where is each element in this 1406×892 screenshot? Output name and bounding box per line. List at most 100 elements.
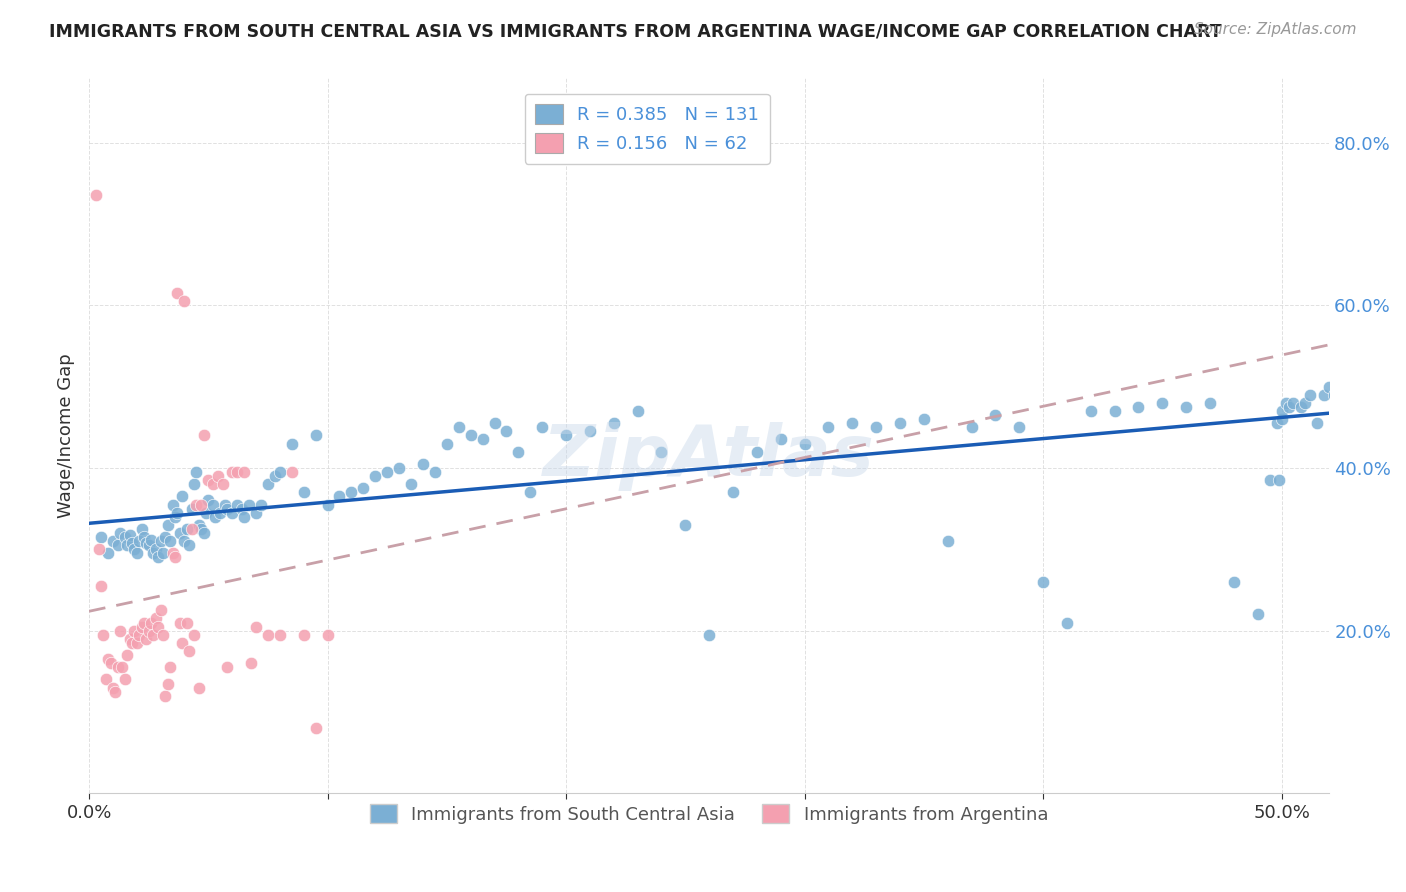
Point <box>238 498 260 512</box>
Point <box>626 404 648 418</box>
Point <box>1341 379 1364 393</box>
Point <box>100 656 122 670</box>
Point <box>152 546 174 560</box>
Point <box>1032 574 1054 589</box>
Point <box>138 538 160 552</box>
Point <box>745 444 768 458</box>
Point <box>1378 371 1400 385</box>
Point <box>1402 371 1406 385</box>
Point <box>257 628 280 642</box>
Point <box>90 530 112 544</box>
Point <box>1313 388 1336 402</box>
Point <box>93 628 115 642</box>
Point <box>211 477 233 491</box>
Point <box>173 294 195 309</box>
Point <box>186 498 208 512</box>
Point <box>1294 396 1316 410</box>
Point <box>1330 384 1353 398</box>
Point <box>484 416 506 430</box>
Point <box>128 628 150 642</box>
Point <box>1008 420 1031 434</box>
Point <box>132 615 155 630</box>
Point <box>121 636 143 650</box>
Point <box>87 542 110 557</box>
Point <box>214 498 236 512</box>
Point <box>166 286 188 301</box>
Point <box>1289 400 1312 414</box>
Point <box>226 465 249 479</box>
Point <box>155 689 177 703</box>
Point <box>1128 400 1150 414</box>
Point <box>316 498 339 512</box>
Point <box>817 420 839 434</box>
Point <box>1270 404 1292 418</box>
Point <box>240 656 263 670</box>
Point <box>139 615 162 630</box>
Point <box>1152 396 1174 410</box>
Point <box>131 522 153 536</box>
Point <box>180 501 202 516</box>
Point <box>1258 473 1281 487</box>
Point <box>176 522 198 536</box>
Point <box>107 660 129 674</box>
Point <box>249 498 271 512</box>
Point <box>1199 396 1222 410</box>
Point <box>118 527 141 541</box>
Text: ZipAtlas: ZipAtlas <box>543 423 875 491</box>
Point <box>281 436 304 450</box>
Point <box>1354 388 1376 402</box>
Point <box>162 498 184 512</box>
Point <box>364 469 387 483</box>
Point <box>149 534 172 549</box>
Point <box>1056 615 1078 630</box>
Point <box>159 534 181 549</box>
Point <box>471 433 494 447</box>
Point <box>245 506 267 520</box>
Point <box>841 416 863 430</box>
Point <box>1365 379 1388 393</box>
Point <box>340 485 363 500</box>
Point <box>142 546 165 560</box>
Point <box>673 517 696 532</box>
Point <box>1323 388 1346 402</box>
Point <box>1265 416 1288 430</box>
Point <box>1270 412 1292 426</box>
Point <box>94 673 117 687</box>
Point <box>97 546 120 560</box>
Point <box>176 615 198 630</box>
Point <box>128 534 150 549</box>
Point <box>101 681 124 695</box>
Point <box>388 461 411 475</box>
Point <box>269 465 291 479</box>
Point <box>145 542 167 557</box>
Point <box>108 526 131 541</box>
Point <box>233 465 256 479</box>
Point <box>292 485 315 500</box>
Point <box>114 530 136 544</box>
Point <box>125 546 148 560</box>
Y-axis label: Wage/Income Gap: Wage/Income Gap <box>58 353 75 517</box>
Point <box>194 506 217 520</box>
Point <box>163 509 186 524</box>
Point <box>1275 396 1298 410</box>
Point <box>115 648 138 662</box>
Text: Source: ZipAtlas.com: Source: ZipAtlas.com <box>1194 22 1357 37</box>
Point <box>209 506 232 520</box>
Point <box>316 628 339 642</box>
Point <box>148 550 170 565</box>
Point <box>217 660 239 674</box>
Point <box>204 509 226 524</box>
Point <box>179 538 201 552</box>
Point <box>131 619 153 633</box>
Point <box>555 428 578 442</box>
Point <box>179 644 201 658</box>
Point <box>519 485 541 500</box>
Point <box>889 416 911 430</box>
Point <box>202 477 225 491</box>
Point <box>202 498 225 512</box>
Point <box>124 542 146 557</box>
Point <box>936 534 959 549</box>
Point <box>156 517 179 532</box>
Point <box>460 428 482 442</box>
Point <box>197 473 219 487</box>
